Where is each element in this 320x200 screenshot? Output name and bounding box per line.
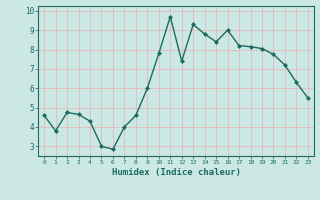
X-axis label: Humidex (Indice chaleur): Humidex (Indice chaleur) bbox=[111, 168, 241, 177]
